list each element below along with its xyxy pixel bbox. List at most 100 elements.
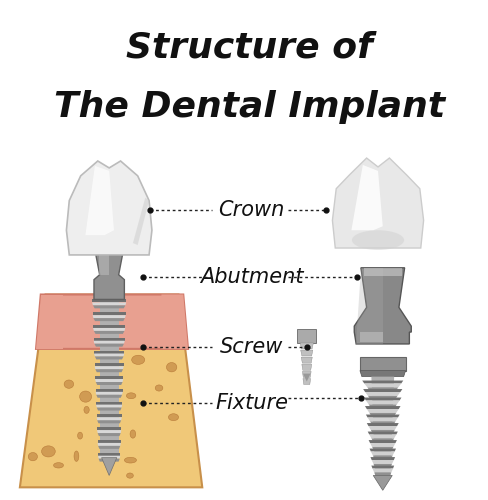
Ellipse shape: [78, 432, 82, 439]
Ellipse shape: [135, 332, 143, 338]
Polygon shape: [94, 340, 125, 344]
Polygon shape: [97, 408, 122, 410]
Polygon shape: [372, 447, 393, 450]
Ellipse shape: [124, 458, 137, 463]
Polygon shape: [363, 389, 403, 392]
Polygon shape: [98, 443, 121, 446]
Polygon shape: [365, 384, 401, 388]
Polygon shape: [371, 466, 394, 468]
Polygon shape: [95, 376, 123, 379]
Polygon shape: [366, 414, 400, 418]
Ellipse shape: [168, 414, 179, 420]
Polygon shape: [370, 422, 395, 424]
Text: The Dental Implant: The Dental Implant: [54, 90, 446, 124]
Polygon shape: [97, 430, 122, 433]
Polygon shape: [303, 372, 311, 378]
Ellipse shape: [155, 385, 163, 391]
Polygon shape: [36, 294, 188, 349]
Text: Crown: Crown: [219, 200, 285, 220]
Polygon shape: [372, 468, 393, 472]
Polygon shape: [98, 456, 120, 458]
Polygon shape: [371, 376, 394, 478]
Ellipse shape: [126, 393, 136, 398]
Polygon shape: [93, 318, 125, 321]
Polygon shape: [93, 306, 125, 308]
Polygon shape: [301, 350, 313, 356]
Polygon shape: [364, 268, 402, 276]
Polygon shape: [93, 312, 126, 315]
Ellipse shape: [352, 230, 404, 250]
Polygon shape: [301, 357, 312, 363]
Polygon shape: [370, 457, 395, 460]
Polygon shape: [360, 357, 406, 370]
Polygon shape: [364, 398, 402, 400]
Polygon shape: [94, 338, 125, 340]
Polygon shape: [374, 472, 391, 476]
Polygon shape: [96, 395, 122, 398]
Polygon shape: [362, 380, 403, 384]
Polygon shape: [94, 344, 124, 346]
Polygon shape: [94, 354, 124, 356]
Polygon shape: [98, 440, 121, 443]
Polygon shape: [95, 366, 124, 369]
Polygon shape: [102, 458, 117, 475]
Ellipse shape: [74, 451, 79, 462]
Polygon shape: [96, 402, 122, 404]
Polygon shape: [95, 356, 123, 360]
Polygon shape: [303, 378, 310, 384]
Ellipse shape: [132, 355, 145, 364]
Polygon shape: [368, 426, 397, 430]
Polygon shape: [360, 370, 406, 376]
Ellipse shape: [138, 341, 146, 345]
Ellipse shape: [41, 446, 55, 457]
Polygon shape: [100, 294, 119, 458]
Polygon shape: [356, 268, 383, 344]
Text: Structure of: Structure of: [126, 30, 373, 64]
Polygon shape: [94, 331, 124, 334]
Polygon shape: [96, 404, 122, 407]
Polygon shape: [367, 388, 398, 390]
Polygon shape: [372, 460, 394, 464]
Ellipse shape: [84, 406, 89, 414]
Polygon shape: [133, 198, 149, 245]
Polygon shape: [93, 325, 125, 328]
Polygon shape: [373, 476, 392, 490]
Polygon shape: [162, 294, 188, 349]
Polygon shape: [98, 433, 121, 436]
Ellipse shape: [74, 331, 86, 338]
Polygon shape: [98, 446, 120, 449]
Ellipse shape: [126, 473, 133, 478]
Text: Abutment: Abutment: [200, 266, 304, 286]
Polygon shape: [94, 350, 124, 354]
Polygon shape: [369, 448, 396, 452]
Polygon shape: [369, 413, 396, 416]
Polygon shape: [373, 456, 393, 458]
Text: Fixture: Fixture: [215, 394, 288, 413]
Polygon shape: [85, 166, 114, 235]
Polygon shape: [303, 374, 310, 382]
Polygon shape: [97, 414, 122, 418]
Polygon shape: [66, 161, 152, 255]
Polygon shape: [95, 369, 123, 372]
Text: Screw: Screw: [220, 337, 284, 357]
Polygon shape: [97, 427, 122, 430]
Polygon shape: [369, 404, 397, 407]
Polygon shape: [365, 392, 401, 396]
Polygon shape: [98, 452, 120, 456]
Polygon shape: [95, 364, 124, 366]
Polygon shape: [99, 255, 109, 274]
Polygon shape: [97, 418, 122, 420]
Polygon shape: [371, 452, 395, 456]
Polygon shape: [368, 440, 397, 443]
Polygon shape: [36, 294, 62, 349]
Polygon shape: [367, 418, 398, 422]
Polygon shape: [360, 332, 383, 342]
Ellipse shape: [54, 462, 63, 468]
Polygon shape: [92, 302, 126, 306]
Polygon shape: [367, 423, 399, 426]
Ellipse shape: [161, 330, 168, 341]
Polygon shape: [373, 464, 392, 467]
Polygon shape: [365, 406, 401, 409]
Ellipse shape: [130, 430, 136, 438]
Polygon shape: [368, 432, 398, 434]
